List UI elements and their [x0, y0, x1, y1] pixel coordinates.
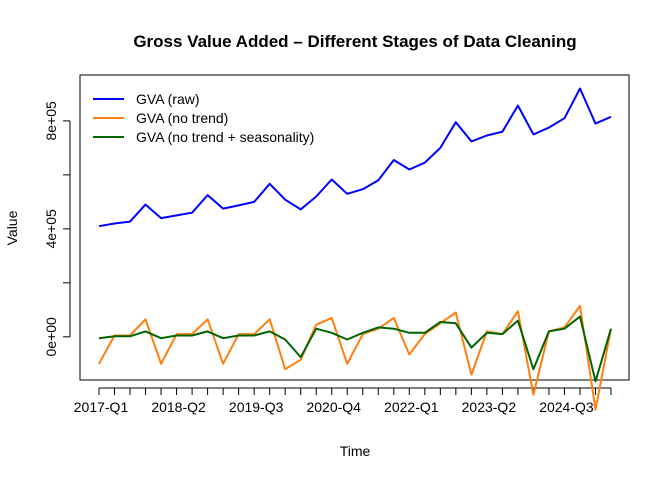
y-axis: 0e+00 4e+05 8e+05	[43, 101, 71, 357]
legend-label: GVA (no trend + seasonality)	[136, 129, 314, 145]
x-tick-label: 2022-Q1	[384, 399, 439, 415]
x-tick-label: 2017-Q1	[74, 399, 129, 415]
series-line-3	[98, 315, 612, 383]
y-axis-label: Value	[4, 210, 20, 245]
x-tick-label: 2024-Q3	[539, 399, 594, 415]
legend-label: GVA (raw)	[136, 91, 200, 107]
x-tick-label: 2020-Q4	[306, 399, 361, 415]
y-tick-label: 8e+05	[43, 101, 59, 141]
plot-frame	[79, 74, 630, 381]
x-axis: 2017-Q1 2018-Q2 2019-Q3 2020-Q4 2022-Q1 2023-…	[74, 387, 612, 415]
x-tick-label: 2018-Q2	[151, 399, 206, 415]
y-tick-label: 4e+05	[43, 209, 59, 249]
chart-title: Gross Value Added – Different Stages of …	[133, 32, 576, 51]
legend-label: GVA (no trend)	[136, 110, 228, 126]
legend: GVA (raw) GVA (no trend) GVA (no trend + s…	[93, 91, 314, 145]
series-line-1	[98, 87, 612, 228]
y-tick-label: 0e+00	[43, 317, 59, 357]
series-lines	[98, 87, 612, 411]
series-line-2	[98, 304, 612, 411]
x-tick-label: 2019-Q3	[229, 399, 284, 415]
x-axis-label: Time	[340, 443, 371, 459]
x-tick-label: 2023-Q2	[462, 399, 517, 415]
